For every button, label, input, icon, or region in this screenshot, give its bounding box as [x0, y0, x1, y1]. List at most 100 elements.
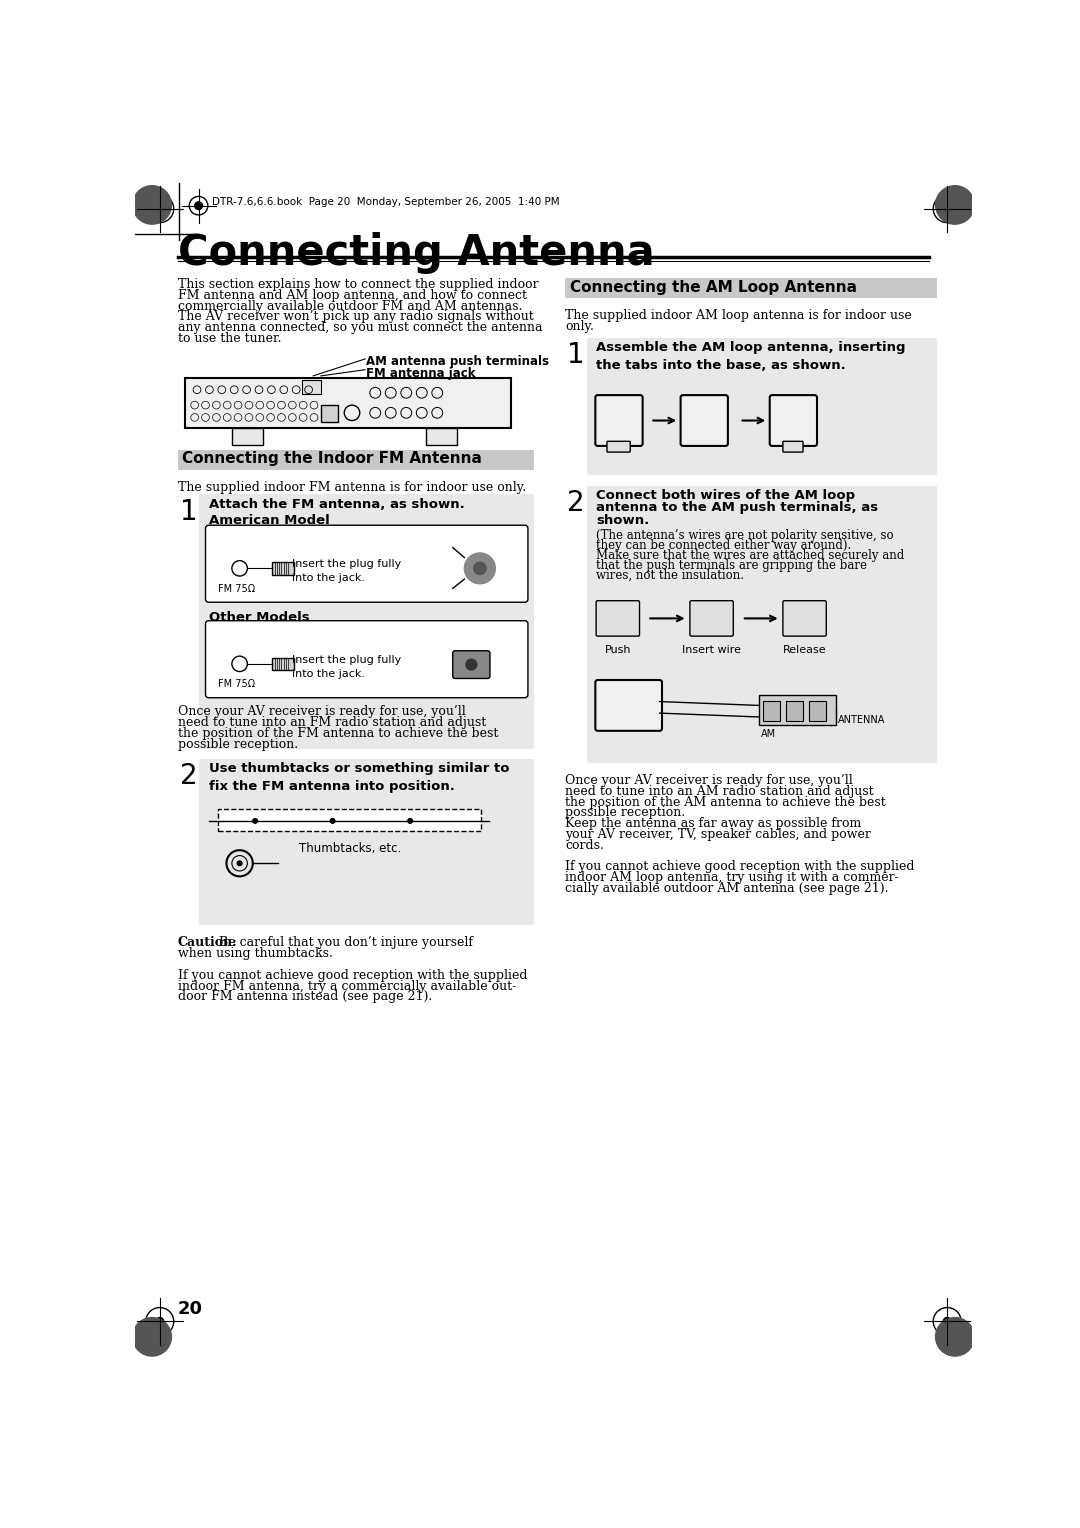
- Text: Thumbtacks, etc.: Thumbtacks, etc.: [298, 842, 401, 856]
- Text: Make sure that the wires are attached securely and: Make sure that the wires are attached se…: [596, 549, 904, 562]
- Circle shape: [253, 819, 257, 824]
- Circle shape: [464, 553, 496, 584]
- Circle shape: [943, 205, 951, 212]
- Circle shape: [474, 562, 486, 575]
- FancyBboxPatch shape: [205, 620, 528, 698]
- FancyBboxPatch shape: [200, 759, 535, 924]
- Text: the position of the FM antenna to achieve the best: the position of the FM antenna to achiev…: [177, 727, 498, 740]
- Text: The supplied indoor FM antenna is for indoor use only.: The supplied indoor FM antenna is for in…: [177, 481, 526, 494]
- FancyBboxPatch shape: [205, 526, 528, 602]
- Text: American Model: American Model: [208, 515, 329, 527]
- Circle shape: [238, 860, 242, 865]
- Text: only.: only.: [565, 319, 594, 333]
- FancyBboxPatch shape: [595, 396, 643, 446]
- Circle shape: [156, 1317, 164, 1325]
- Text: commercially available outdoor FM and AM antennas.: commercially available outdoor FM and AM…: [177, 299, 522, 313]
- FancyBboxPatch shape: [690, 601, 733, 636]
- Text: to use the tuner.: to use the tuner.: [177, 332, 281, 345]
- Text: AM antenna push terminals: AM antenna push terminals: [366, 354, 549, 368]
- Text: The supplied indoor AM loop antenna is for indoor use: The supplied indoor AM loop antenna is f…: [565, 309, 912, 322]
- Text: Be careful that you don’t injure yourself: Be careful that you don’t injure yoursel…: [215, 937, 473, 949]
- Text: door FM antenna instead (see page 21).: door FM antenna instead (see page 21).: [177, 990, 432, 1004]
- Text: Connecting Antenna: Connecting Antenna: [177, 232, 654, 274]
- Text: The AV receiver won’t pick up any radio signals without: The AV receiver won’t pick up any radio …: [177, 310, 534, 324]
- Circle shape: [943, 1317, 951, 1325]
- Text: Insert the plug fully
into the jack.: Insert the plug fully into the jack.: [293, 559, 402, 584]
- FancyBboxPatch shape: [759, 695, 836, 724]
- Text: antenna to the AM push terminals, as: antenna to the AM push terminals, as: [596, 501, 878, 515]
- FancyBboxPatch shape: [321, 405, 338, 422]
- Text: possible reception.: possible reception.: [177, 738, 298, 750]
- Text: 2: 2: [179, 762, 198, 790]
- FancyBboxPatch shape: [762, 701, 780, 721]
- Text: FM antenna jack: FM antenna jack: [366, 367, 475, 379]
- Text: Keep the antenna as far away as possible from: Keep the antenna as far away as possible…: [565, 817, 862, 830]
- Text: 2: 2: [567, 489, 584, 516]
- FancyBboxPatch shape: [596, 601, 639, 636]
- FancyBboxPatch shape: [786, 701, 804, 721]
- FancyBboxPatch shape: [783, 601, 826, 636]
- Text: that the push terminals are gripping the bare: that the push terminals are gripping the…: [596, 559, 867, 571]
- Circle shape: [133, 1317, 172, 1355]
- Text: Once your AV receiver is ready for use, you’ll: Once your AV receiver is ready for use, …: [177, 706, 465, 718]
- Circle shape: [935, 1317, 974, 1355]
- Text: Assemble the AM loop antenna, inserting
the tabs into the base, as shown.: Assemble the AM loop antenna, inserting …: [596, 341, 906, 373]
- Text: Connecting the Indoor FM Antenna: Connecting the Indoor FM Antenna: [183, 451, 482, 466]
- Text: If you cannot achieve good reception with the supplied: If you cannot achieve good reception wit…: [565, 860, 915, 872]
- Text: Other Models: Other Models: [208, 611, 309, 625]
- FancyBboxPatch shape: [607, 442, 631, 452]
- Text: If you cannot achieve good reception with the supplied: If you cannot achieve good reception wit…: [177, 969, 527, 983]
- FancyBboxPatch shape: [272, 657, 294, 669]
- Text: they can be connected either way around).: they can be connected either way around)…: [596, 539, 851, 552]
- Text: 20: 20: [177, 1300, 203, 1317]
- Text: any antenna connected, so you must connect the antenna: any antenna connected, so you must conne…: [177, 321, 542, 335]
- Text: cially available outdoor AM antenna (see page 21).: cially available outdoor AM antenna (see…: [565, 882, 889, 895]
- FancyBboxPatch shape: [426, 428, 457, 445]
- FancyBboxPatch shape: [453, 651, 490, 678]
- Text: Connecting the AM Loop Antenna: Connecting the AM Loop Antenna: [570, 280, 856, 295]
- Circle shape: [408, 819, 413, 824]
- Text: Connect both wires of the AM loop: Connect both wires of the AM loop: [596, 489, 855, 503]
- FancyBboxPatch shape: [586, 486, 937, 762]
- Circle shape: [330, 819, 335, 824]
- Text: (The antenna’s wires are not polarity sensitive, so: (The antenna’s wires are not polarity se…: [596, 529, 894, 542]
- Text: Insert wire: Insert wire: [683, 645, 741, 656]
- Text: indoor FM antenna, try a commercially available out-: indoor FM antenna, try a commercially av…: [177, 979, 516, 993]
- Text: Use thumbtacks or something similar to
fix the FM antenna into position.: Use thumbtacks or something similar to f…: [208, 762, 509, 793]
- Text: wires, not the insulation.: wires, not the insulation.: [596, 568, 744, 582]
- FancyBboxPatch shape: [586, 338, 937, 475]
- Text: FM 75Ω: FM 75Ω: [218, 680, 255, 689]
- FancyBboxPatch shape: [177, 449, 535, 469]
- Circle shape: [133, 186, 172, 225]
- Text: 1: 1: [567, 341, 584, 370]
- Text: Push: Push: [605, 645, 631, 656]
- Text: the position of the AM antenna to achieve the best: the position of the AM antenna to achiev…: [565, 796, 886, 808]
- FancyBboxPatch shape: [200, 495, 535, 749]
- Text: need to tune into an FM radio station and adjust: need to tune into an FM radio station an…: [177, 717, 486, 729]
- Text: ANTENNA: ANTENNA: [838, 715, 886, 724]
- Circle shape: [935, 186, 974, 225]
- FancyBboxPatch shape: [770, 396, 816, 446]
- Text: FM 75Ω: FM 75Ω: [218, 584, 255, 594]
- FancyBboxPatch shape: [595, 680, 662, 730]
- Circle shape: [465, 659, 476, 669]
- FancyBboxPatch shape: [680, 396, 728, 446]
- FancyBboxPatch shape: [301, 380, 321, 394]
- Text: cords.: cords.: [565, 839, 604, 851]
- Text: This section explains how to connect the supplied indoor: This section explains how to connect the…: [177, 278, 538, 290]
- Text: Insert the plug fully
into the jack.: Insert the plug fully into the jack.: [293, 654, 402, 678]
- FancyBboxPatch shape: [809, 701, 826, 721]
- FancyBboxPatch shape: [565, 278, 937, 298]
- Text: DTR-7.6,6.6.book  Page 20  Monday, September 26, 2005  1:40 PM: DTR-7.6,6.6.book Page 20 Monday, Septemb…: [213, 197, 561, 208]
- Text: your AV receiver, TV, speaker cables, and power: your AV receiver, TV, speaker cables, an…: [565, 828, 870, 840]
- FancyBboxPatch shape: [186, 377, 511, 428]
- FancyBboxPatch shape: [218, 810, 482, 831]
- FancyBboxPatch shape: [272, 562, 294, 575]
- Text: indoor AM loop antenna, try using it with a commer-: indoor AM loop antenna, try using it wit…: [565, 871, 899, 885]
- Text: need to tune into an AM radio station and adjust: need to tune into an AM radio station an…: [565, 785, 874, 798]
- FancyBboxPatch shape: [232, 428, 262, 445]
- Text: 1: 1: [179, 498, 198, 526]
- Text: Attach the FM antenna, as shown.: Attach the FM antenna, as shown.: [208, 498, 464, 510]
- Text: Caution:: Caution:: [177, 937, 238, 949]
- FancyBboxPatch shape: [783, 442, 804, 452]
